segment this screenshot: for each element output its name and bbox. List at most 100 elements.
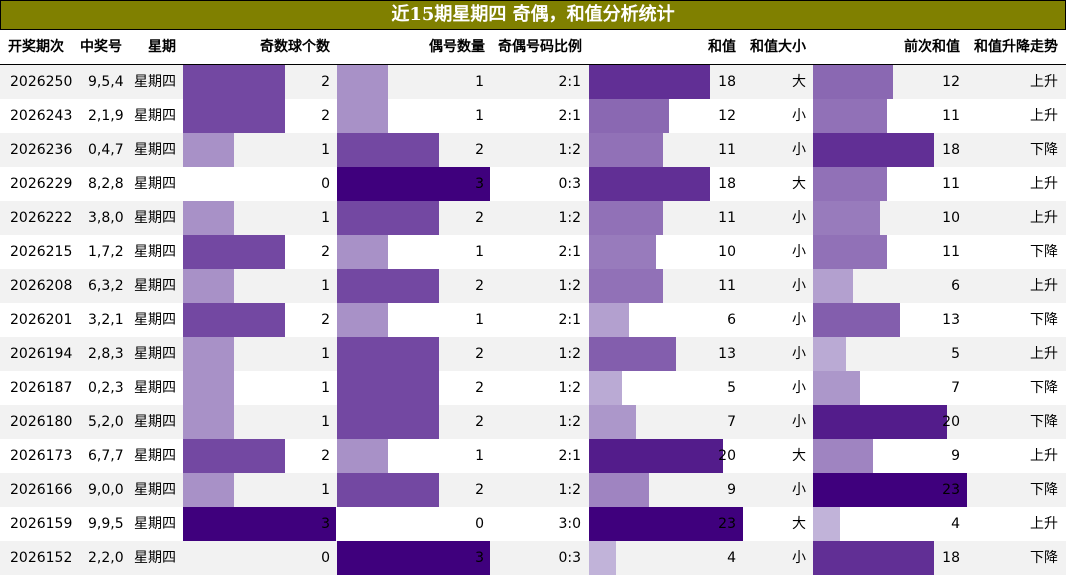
sum-cell: 5 <box>727 380 736 396</box>
prev-sum-cell: 23 <box>942 482 960 498</box>
even-count-cell: 2 <box>475 210 484 226</box>
weekday-cell: 星期四 <box>134 210 176 226</box>
even-count-cell: 2 <box>475 142 484 158</box>
trend-cell: 上升 <box>1030 108 1058 124</box>
ratio-cell: 3:0 <box>558 516 581 532</box>
sum-bar <box>589 65 710 99</box>
even-count-cell: 2 <box>475 380 484 396</box>
weekday-cell: 星期四 <box>134 108 176 124</box>
numbers-cell: 3,8,0 <box>88 210 124 226</box>
even-bar <box>337 473 439 507</box>
even-bar <box>337 167 490 201</box>
sum-cell: 20 <box>718 448 736 464</box>
even-count-cell: 2 <box>475 278 484 294</box>
even-bar <box>337 439 388 473</box>
numbers-cell: 2,2,0 <box>88 550 124 566</box>
sum-bar <box>589 541 616 575</box>
even-bar <box>337 65 388 99</box>
header-even-count: 偶号数量 <box>429 39 485 55</box>
numbers-cell: 9,9,5 <box>88 516 124 532</box>
prev-sum-cell: 7 <box>951 380 960 396</box>
numbers-cell: 5,2,0 <box>88 414 124 430</box>
trend-cell: 下降 <box>1030 482 1058 498</box>
table-row: 2026173 6,7,7 星期四 2 1 2:1 20 大 9 上升 <box>0 439 1066 473</box>
sum-size-cell: 大 <box>792 516 806 532</box>
odd-bar <box>183 337 234 371</box>
even-count-cell: 1 <box>475 312 484 328</box>
odd-bar <box>183 65 285 99</box>
issue-cell: 2026229 <box>10 176 73 192</box>
odd-count-cell: 1 <box>321 278 330 294</box>
even-bar <box>337 269 439 303</box>
even-count-cell: 2 <box>475 346 484 362</box>
odd-bar <box>183 235 285 269</box>
sum-cell: 10 <box>718 244 736 260</box>
weekday-cell: 星期四 <box>134 312 176 328</box>
sum-bar <box>589 439 723 473</box>
issue-cell: 2026187 <box>10 380 73 396</box>
sum-size-cell: 小 <box>792 380 806 396</box>
trend-cell: 下降 <box>1030 244 1058 260</box>
even-count-cell: 1 <box>475 448 484 464</box>
prev-sum-cell: 11 <box>942 176 960 192</box>
sum-size-cell: 小 <box>792 482 806 498</box>
prev-bar <box>813 541 934 575</box>
header-prev-sum: 前次和值 <box>904 39 960 55</box>
prev-bar <box>813 507 840 541</box>
prev-bar <box>813 167 887 201</box>
odd-count-cell: 1 <box>321 346 330 362</box>
trend-cell: 上升 <box>1030 516 1058 532</box>
numbers-cell: 9,0,0 <box>88 482 124 498</box>
odd-bar <box>183 371 234 405</box>
numbers-cell: 2,1,9 <box>88 108 124 124</box>
weekday-cell: 星期四 <box>134 414 176 430</box>
odd-bar <box>183 269 234 303</box>
even-bar <box>337 133 439 167</box>
weekday-cell: 星期四 <box>134 380 176 396</box>
sum-bar <box>589 371 622 405</box>
ratio-cell: 2:1 <box>558 312 581 328</box>
sum-cell: 6 <box>727 312 736 328</box>
odd-bar <box>183 405 234 439</box>
even-bar <box>337 99 388 133</box>
ratio-cell: 1:2 <box>558 482 581 498</box>
weekday-cell: 星期四 <box>134 448 176 464</box>
sum-bar <box>589 269 663 303</box>
sum-size-cell: 小 <box>792 244 806 260</box>
weekday-cell: 星期四 <box>134 550 176 566</box>
odd-bar <box>183 201 234 235</box>
header-trend: 和值升降走势 <box>974 39 1058 55</box>
prev-sum-cell: 13 <box>942 312 960 328</box>
sum-bar <box>589 473 649 507</box>
numbers-cell: 8,2,8 <box>88 176 124 192</box>
prev-sum-cell: 18 <box>942 550 960 566</box>
table-row: 2026229 8,2,8 星期四 0 3 0:3 18 大 11 上升 <box>0 167 1066 201</box>
odd-count-cell: 1 <box>321 482 330 498</box>
weekday-cell: 星期四 <box>134 176 176 192</box>
numbers-cell: 2,8,3 <box>88 346 124 362</box>
odd-count-cell: 1 <box>321 210 330 226</box>
odd-count-cell: 2 <box>321 244 330 260</box>
issue-cell: 2026250 <box>10 74 73 90</box>
sum-cell: 18 <box>718 176 736 192</box>
even-count-cell: 1 <box>475 244 484 260</box>
weekday-cell: 星期四 <box>134 346 176 362</box>
table-row: 2026180 5,2,0 星期四 1 2 1:2 7 小 20 下降 <box>0 405 1066 439</box>
sum-size-cell: 小 <box>792 414 806 430</box>
table-row: 2026194 2,8,3 星期四 1 2 1:2 13 小 5 上升 <box>0 337 1066 371</box>
ratio-cell: 1:2 <box>558 414 581 430</box>
trend-cell: 上升 <box>1030 74 1058 90</box>
sum-cell: 13 <box>718 346 736 362</box>
trend-cell: 下降 <box>1030 414 1058 430</box>
prev-bar <box>813 99 887 133</box>
prev-sum-cell: 6 <box>951 278 960 294</box>
ratio-cell: 2:1 <box>558 244 581 260</box>
even-bar <box>337 405 439 439</box>
even-count-cell: 0 <box>475 516 484 532</box>
issue-cell: 2026215 <box>10 244 73 260</box>
even-bar <box>337 541 490 575</box>
sum-size-cell: 小 <box>792 210 806 226</box>
table-row: 2026208 6,3,2 星期四 1 2 1:2 11 小 6 上升 <box>0 269 1066 303</box>
prev-bar <box>813 269 853 303</box>
